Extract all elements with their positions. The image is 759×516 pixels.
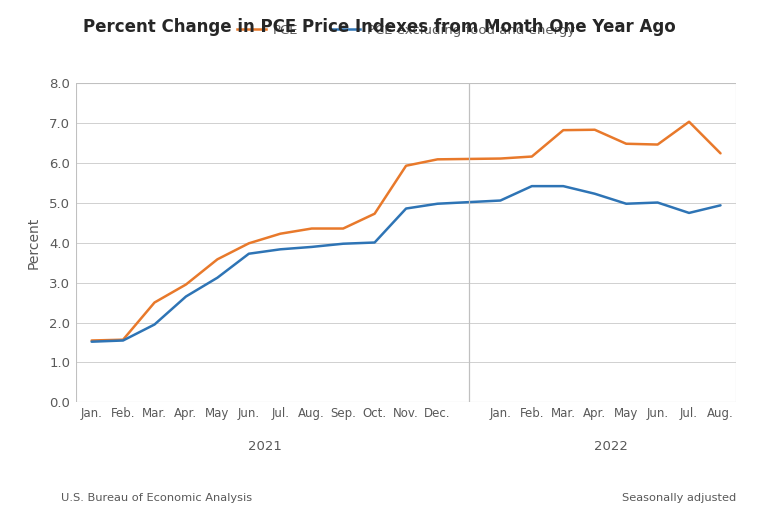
Y-axis label: Percent: Percent bbox=[27, 216, 41, 269]
Text: U.S. Bureau of Economic Analysis: U.S. Bureau of Economic Analysis bbox=[61, 493, 252, 503]
Text: 2021: 2021 bbox=[247, 440, 282, 453]
Bar bbox=[76, 83, 469, 402]
Text: Seasonally adjusted: Seasonally adjusted bbox=[622, 493, 736, 503]
Bar bbox=[469, 83, 736, 402]
Text: Percent Change in PCE Price Indexes from Month One Year Ago: Percent Change in PCE Price Indexes from… bbox=[83, 18, 676, 36]
Legend: PCE, PCE excluding food and energy: PCE, PCE excluding food and energy bbox=[231, 19, 581, 42]
Text: 2022: 2022 bbox=[594, 440, 628, 453]
